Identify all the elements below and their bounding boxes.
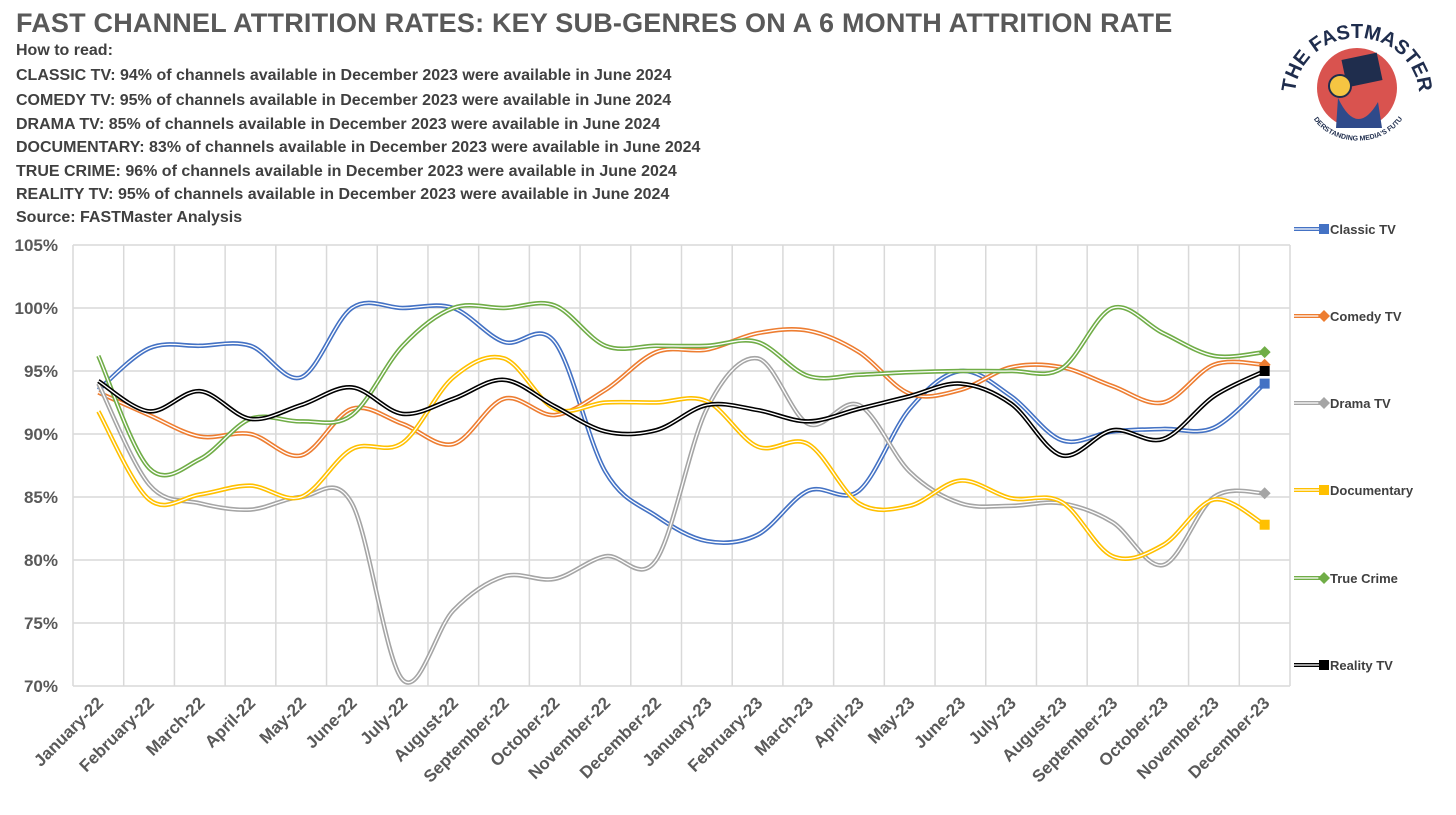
x-tick-label: June-22 [302,693,361,752]
legend-item-reality-tv: Reality TV [1294,658,1393,673]
series-classic-tv [96,300,1270,545]
legend-marker [1319,485,1329,495]
legend-item-documentary: Documentary [1294,483,1414,498]
y-tick-label: 80% [24,551,58,570]
explanation-classic: CLASSIC TV: 94% of channels available in… [16,67,672,84]
legend-item-drama-tv: Drama TV [1294,396,1391,411]
legend-label: True Crime [1330,571,1398,586]
legend-label: Documentary [1330,483,1414,498]
series-line-inner-reality-tv [98,370,1265,457]
y-tick-label: 105% [15,236,58,255]
y-tick-label: 85% [24,488,58,507]
y-tick-label: 95% [24,362,58,381]
legend-marker [1318,397,1330,409]
fastmaster-logo: THE FASTMASTER UNDERSTANDING MEDIA'S FUT… [1278,18,1436,143]
legend: Classic TV Comedy TV Drama TV Documentary Tr… [1294,222,1414,673]
y-tick-label: 90% [24,425,58,444]
legend-item-classic-tv: Classic TV [1294,222,1396,237]
legend-marker [1318,310,1330,322]
series-true-crime [96,300,1271,478]
end-marker-true-crime [1258,346,1271,359]
explanation-true-crime: TRUE CRIME: 96% of channels available in… [16,163,677,180]
logo-sun-icon [1328,74,1352,98]
end-marker-drama-tv [1258,487,1271,500]
explanation-comedy: COMEDY TV: 95% of channels available in … [16,92,672,109]
series-line-inner-comedy-tv [98,328,1265,457]
legend-label: Drama TV [1330,396,1391,411]
legend-label: Classic TV [1330,222,1396,237]
legend-marker [1319,224,1329,234]
legend-label: Comedy TV [1330,309,1402,324]
end-marker-documentary [1259,519,1270,530]
y-tick-label: 75% [24,614,58,633]
legend-marker [1319,660,1329,670]
end-marker-classic-tv [1259,378,1270,389]
source-note: Source: FASTMaster Analysis [16,209,243,226]
explanation-reality: REALITY TV: 95% of channels available in… [16,186,670,203]
legend-item-comedy-tv: Comedy TV [1294,309,1402,324]
y-axis: 70% 75% 80% 85% 90% 95% 100% 105% [15,236,58,696]
end-marker-reality-tv [1259,366,1270,376]
x-tick-label: June-23 [910,693,969,752]
series-reality-tv [97,366,1270,459]
explanation-drama: DRAMA TV: 85% of channels available in D… [16,116,661,133]
how-to-read-label: How to read: [16,42,113,59]
legend-marker [1318,572,1330,584]
page-title: FAST CHANNEL ATTRITION RATES: KEY SUB-GE… [16,8,1173,38]
series-lines [96,300,1271,685]
x-tick-label: April-23 [810,693,868,751]
legend-label: Reality TV [1330,658,1393,673]
series-drama-tv [96,356,1271,685]
series-line-inner-documentary [97,356,1265,560]
series-documentary [96,354,1270,562]
x-axis: January-22February-22March-22April-22May… [30,693,1273,786]
legend-item-true-crime: True Crime [1294,571,1398,586]
explanation-documentary: DOCUMENTARY: 83% of channels available i… [16,139,701,156]
y-tick-label: 100% [15,299,58,318]
logo-figure-icon [1336,98,1382,128]
x-tick-label: April-22 [201,693,259,751]
y-tick-label: 70% [24,677,58,696]
logo-tv-icon [1341,52,1383,88]
